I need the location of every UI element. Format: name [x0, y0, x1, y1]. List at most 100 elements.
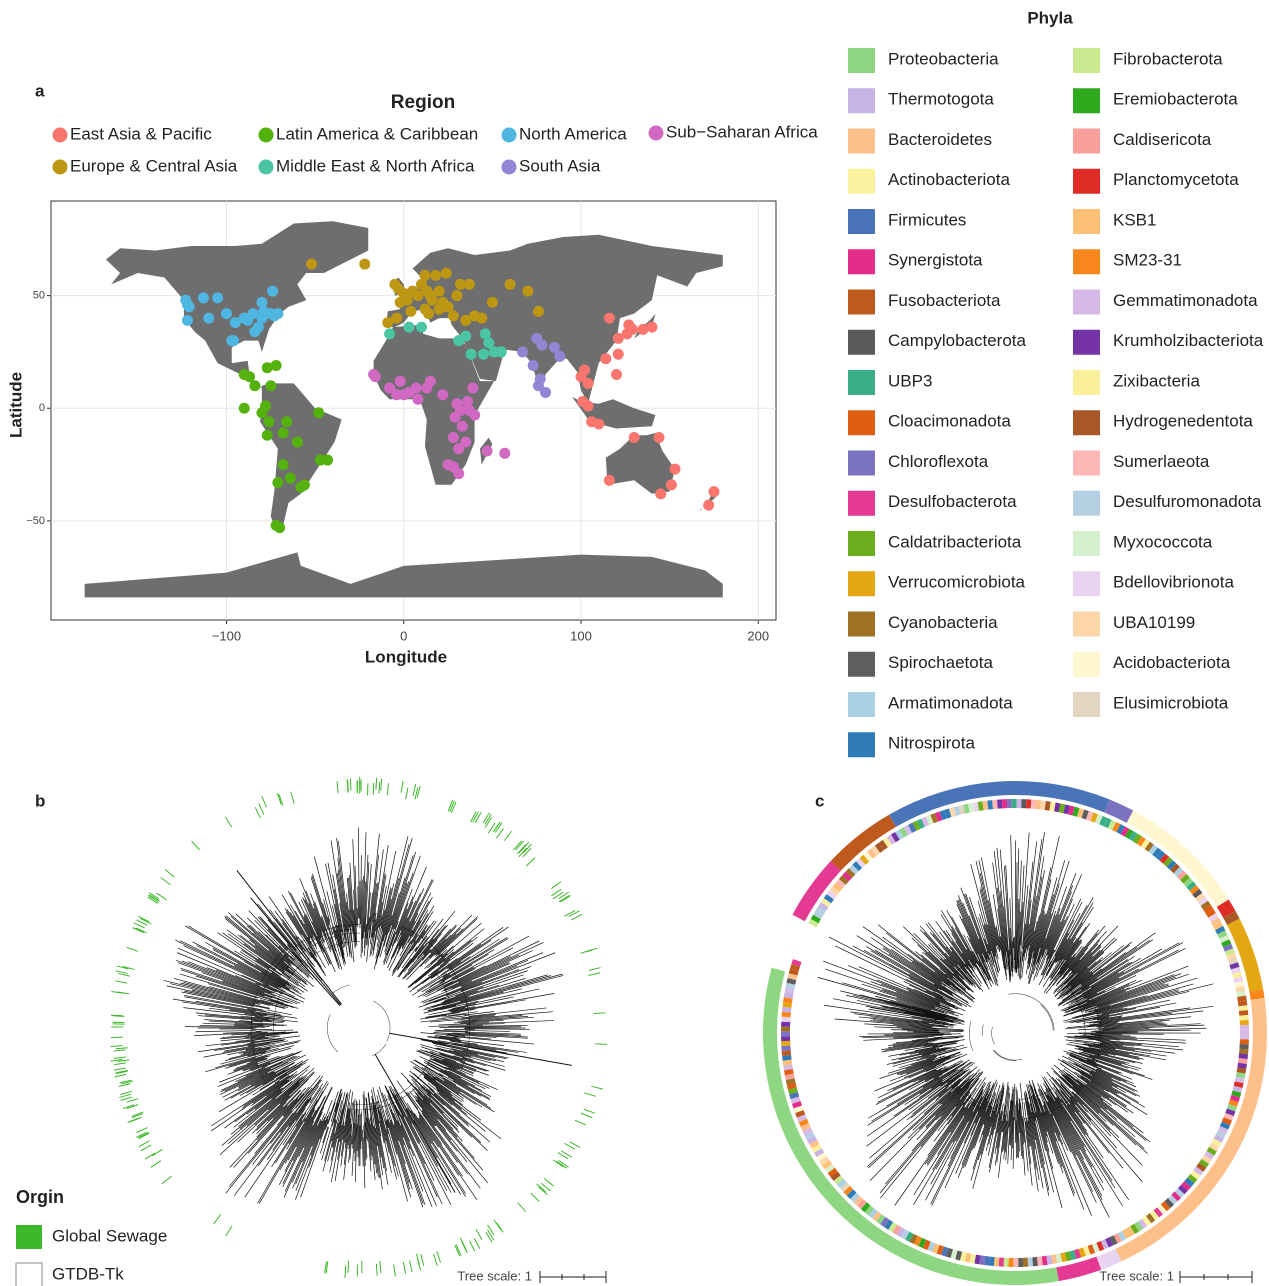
point — [434, 286, 445, 297]
legend-label: Synergistota — [888, 251, 983, 270]
point — [393, 283, 404, 294]
inner-ring-segment — [992, 800, 998, 809]
inner-ring-segment — [989, 1257, 995, 1266]
point — [264, 416, 275, 427]
origin-ring-tick — [418, 1259, 421, 1271]
point — [629, 432, 640, 443]
inner-ring-segment — [1026, 799, 1031, 808]
point — [271, 520, 282, 531]
tree-branch — [430, 1012, 553, 1022]
point — [272, 308, 283, 319]
inner-ring-segment — [1021, 799, 1026, 808]
origin-ring-tick — [141, 1145, 151, 1151]
point — [411, 382, 422, 393]
origin-ring-tick — [127, 1099, 138, 1103]
point — [448, 310, 459, 321]
point — [404, 322, 415, 333]
tree-branch — [362, 1130, 363, 1167]
point — [604, 475, 615, 486]
tree-internal — [969, 1021, 973, 1051]
inner-ring-segment — [1239, 1053, 1248, 1059]
inner-ring-segment — [781, 1046, 790, 1051]
tree-branch — [234, 1088, 306, 1168]
origin-ring-tick — [575, 1120, 586, 1125]
legend-label: Eremiobacterota — [1113, 90, 1238, 109]
origin-ring-tick — [291, 792, 294, 804]
tree-branch — [231, 916, 295, 972]
point — [198, 292, 209, 303]
legend-label: Sumerlaeota — [1113, 452, 1210, 471]
legend-swatch — [848, 410, 875, 435]
legend-label: Myxococcota — [1113, 532, 1213, 551]
legend-label: Actinobacteriota — [888, 170, 1010, 189]
point — [469, 410, 480, 421]
origin-ring-tick — [226, 1226, 233, 1236]
origin-ring-tick — [111, 1046, 123, 1047]
legend-label: Desulfuromonadota — [1113, 492, 1262, 511]
point — [278, 459, 289, 470]
legend-marker — [53, 128, 68, 143]
phylum-ring-arc — [1127, 810, 1229, 906]
legend-swatch — [848, 169, 875, 194]
legend-swatch — [1073, 491, 1100, 516]
legend-label: Global Sewage — [52, 1226, 167, 1245]
point — [583, 400, 594, 411]
legend-label: Hydrogenedentota — [1113, 412, 1253, 431]
origin-ring-tick — [119, 1084, 131, 1087]
legend-marker — [259, 160, 274, 175]
legend-label: Zixibacteria — [1113, 371, 1200, 390]
x-tick-label: 0 — [400, 628, 407, 643]
legend-swatch — [1073, 330, 1100, 355]
origin-ring-tick — [380, 1261, 381, 1273]
inner-ring-segment — [781, 1031, 790, 1036]
panel-label: c — [815, 791, 824, 810]
legend-label: Latin America & Caribbean — [276, 124, 478, 143]
point — [483, 337, 494, 348]
y-tick-label: −50 — [26, 515, 45, 527]
origin-ring-tick — [531, 1193, 540, 1201]
legend-label: Elusimicrobiota — [1113, 693, 1229, 712]
point — [703, 500, 714, 511]
legend-marker — [259, 128, 274, 143]
legend-label: Chloroflexota — [888, 452, 989, 471]
point — [322, 455, 333, 466]
point — [549, 342, 560, 353]
point — [281, 416, 292, 427]
origin-ring-tick — [115, 981, 127, 983]
origin-ring-tick — [387, 783, 388, 795]
point — [278, 428, 289, 439]
tree-branch — [464, 1029, 530, 1030]
tree-internal — [993, 1050, 1016, 1061]
origin-ring-tick — [116, 971, 128, 974]
point — [499, 448, 510, 459]
origin-ring-tick — [152, 1149, 162, 1155]
legend-swatch — [1073, 129, 1100, 154]
inner-ring-segment — [1017, 799, 1022, 808]
y-tick-label: 0 — [39, 402, 45, 414]
tree-internal — [332, 985, 350, 994]
point — [285, 473, 296, 484]
point — [613, 349, 624, 360]
tree-branch — [390, 1086, 420, 1142]
inner-ring-segment — [1018, 1258, 1023, 1267]
origin-ring-tick — [569, 911, 580, 917]
point — [430, 270, 441, 281]
legend-swatch — [848, 451, 875, 476]
point — [384, 328, 395, 339]
point — [451, 290, 462, 301]
inner-ring-segment — [1240, 1020, 1249, 1025]
legend-label: Nitrospirota — [888, 734, 975, 753]
legend-label: Armatimonadota — [888, 693, 1013, 712]
legend-label: Planctomycetota — [1113, 170, 1239, 189]
point — [239, 403, 250, 414]
point — [579, 364, 590, 375]
origin-ring-tick — [394, 1265, 396, 1277]
legend-swatch — [1073, 249, 1100, 274]
inner-ring-segment — [1031, 800, 1037, 809]
legend-swatch — [848, 209, 875, 234]
legend-title: Region — [391, 92, 455, 113]
origin-ring-tick — [115, 1074, 127, 1076]
point — [450, 412, 461, 423]
inner-ring-segment — [782, 1012, 791, 1018]
origin-ring-tick — [469, 1241, 474, 1252]
